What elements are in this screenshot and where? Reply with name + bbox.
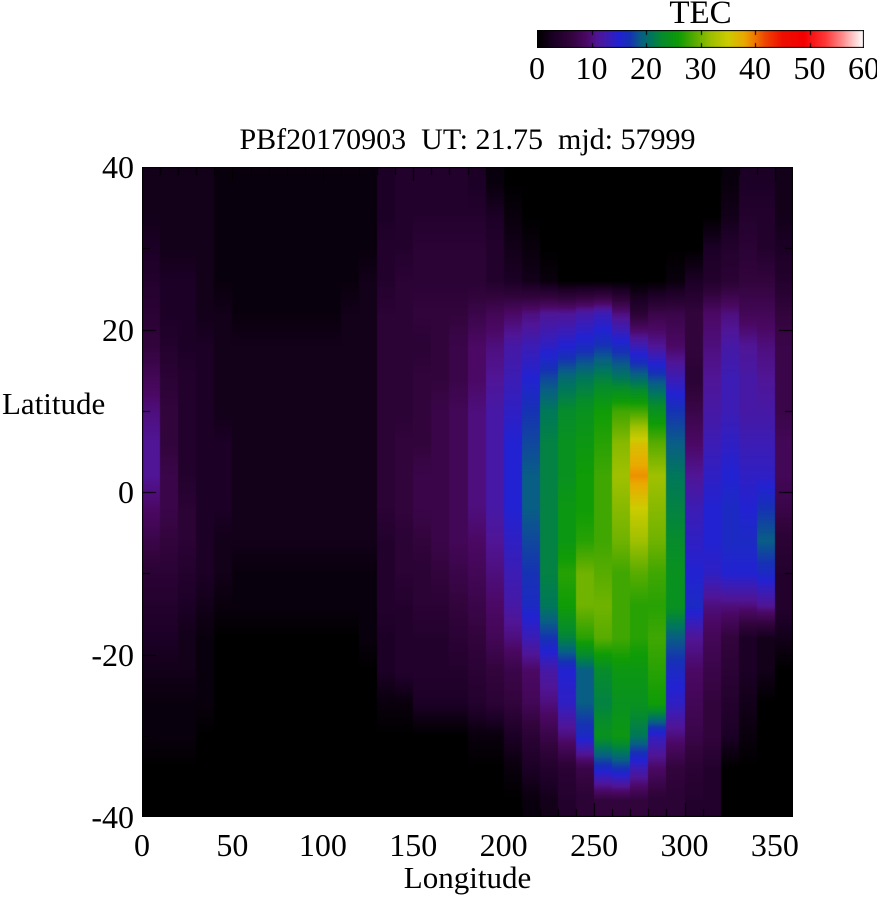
y-tick-label: 0 [118, 474, 134, 510]
x-axis-label: Longitude [403, 860, 532, 895]
colorbar-tick-label: 0 [529, 50, 545, 86]
y-tick-label: -40 [91, 799, 134, 835]
x-tick-label: 300 [660, 827, 709, 863]
y-tick-label: 20 [102, 311, 134, 348]
colorbar [537, 30, 864, 48]
x-tick-label: 50 [216, 827, 249, 863]
colorbar-tick-label: 20 [630, 50, 662, 86]
colorbar-tick-label: 50 [793, 50, 826, 86]
x-tick-label: 150 [389, 827, 438, 863]
x-tick-label: 200 [479, 827, 528, 863]
colorbar-title: TEC [669, 0, 732, 31]
y-axis-label: Latitude [2, 386, 106, 421]
x-tick-label: 250 [570, 827, 619, 863]
x-tick-label: 0 [134, 827, 150, 863]
y-tick-label: -20 [91, 636, 134, 673]
colorbar-tick-label: 30 [684, 50, 717, 86]
x-tick-label: 350 [750, 827, 799, 863]
colorbar-tick-label: 40 [739, 50, 771, 86]
colorbar-tick-label: 10 [575, 50, 608, 86]
y-tick-label: 40 [102, 149, 134, 185]
colorbar-tick-label: 60 [848, 50, 877, 86]
x-tick-label: 100 [298, 827, 347, 863]
plot-title: PBf20170903 UT: 21.75 mjd: 57999 [239, 123, 696, 156]
heatmap-canvas [142, 167, 793, 817]
